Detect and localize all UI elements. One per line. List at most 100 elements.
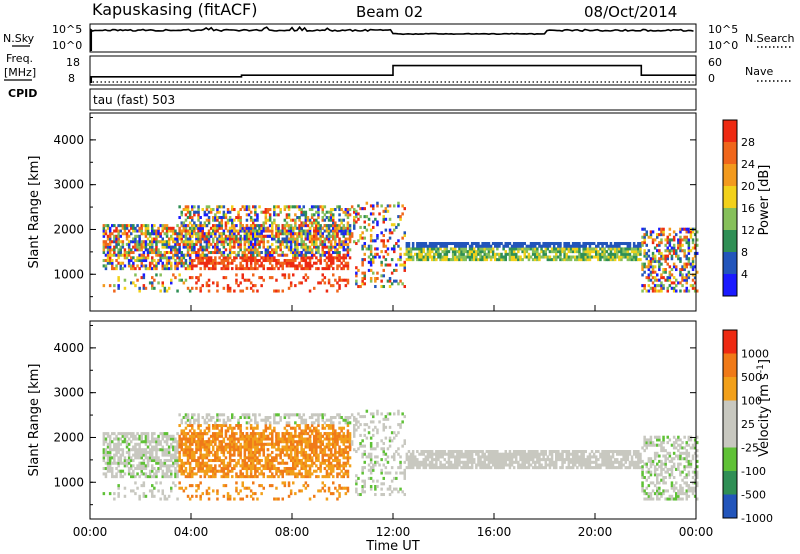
echo-cell (403, 231, 407, 235)
echo-cell (184, 434, 188, 438)
echo-cell (271, 234, 274, 238)
echo-cell (174, 229, 177, 233)
echo-cell (159, 442, 162, 446)
echo-cell (327, 226, 331, 230)
echo-cell (228, 440, 232, 444)
echo-cell (212, 434, 215, 438)
echo-cell (176, 248, 179, 252)
echo-cell (571, 250, 575, 254)
echo-cell (180, 210, 184, 214)
echo-cell (174, 253, 177, 257)
echo-cell (420, 250, 423, 254)
echo-cell (649, 270, 653, 274)
echo-cell (317, 453, 320, 457)
echo-cell (226, 253, 230, 257)
echo-cell (165, 472, 169, 476)
echo-cell (334, 278, 337, 282)
echo-cell (220, 426, 224, 430)
echo-cell (310, 456, 314, 460)
echo-cell (275, 472, 278, 476)
echo-cell (308, 469, 312, 473)
echo-cell (411, 258, 415, 262)
echo-cell (283, 461, 287, 465)
echo-cell (218, 429, 221, 433)
echo-cell (170, 251, 173, 255)
echo-cell (117, 448, 120, 452)
echo-cell (260, 492, 263, 496)
echo-cell (161, 445, 165, 449)
echo-cell (163, 434, 167, 438)
echo-cell (172, 453, 175, 457)
echo-cell (327, 278, 331, 282)
echo-cell (222, 229, 226, 233)
echo-cell (108, 234, 112, 238)
echo-cell (205, 469, 209, 473)
echo-cell (167, 469, 171, 473)
echo-cell (468, 252, 472, 256)
echo-cell (510, 255, 514, 259)
echo-cell (180, 213, 184, 217)
echo-cell (146, 242, 150, 246)
echo-cell (515, 258, 518, 262)
echo-cell (205, 453, 209, 457)
echo-cell (235, 237, 238, 241)
echo-cell (534, 250, 537, 254)
echo-cell (195, 251, 198, 255)
echo-cell (433, 242, 436, 246)
echo-cell (683, 278, 686, 282)
echo-cell (285, 424, 289, 428)
echo-cell (660, 227, 663, 231)
echo-cell (271, 450, 274, 454)
echo-cell (336, 205, 339, 209)
echo-cell (247, 434, 251, 438)
echo-cell (241, 464, 245, 468)
echo-cell (266, 253, 270, 257)
echo-cell (653, 246, 657, 250)
echo-cell (241, 251, 245, 255)
echo-cell (515, 247, 518, 251)
echo-cell (264, 229, 268, 233)
echo-cell (243, 442, 247, 446)
echo-cell (218, 448, 221, 452)
echo-cell (209, 434, 213, 438)
echo-cell (170, 229, 173, 233)
echo-cell (174, 445, 177, 449)
echo-cell (243, 226, 247, 230)
echo-cell (264, 467, 268, 471)
echo-cell (167, 450, 171, 454)
echo-cell (435, 242, 438, 246)
echo-cell (595, 244, 598, 248)
echo-cell (231, 448, 234, 452)
echo-cell (536, 250, 539, 254)
echo-cell (193, 221, 196, 225)
echo-cell (186, 251, 190, 255)
echo-cell (268, 234, 272, 238)
echo-cell (435, 244, 438, 248)
echo-cell (670, 246, 674, 250)
echo-cell (264, 259, 268, 263)
echo-cell (344, 253, 348, 257)
echo-cell (294, 464, 297, 468)
echo-cell (329, 450, 333, 454)
echo-cell (321, 453, 325, 457)
echo-cell (127, 259, 131, 263)
echo-cell (104, 448, 108, 452)
echo-cell (277, 224, 280, 228)
echo-cell (104, 450, 108, 454)
echo-cell (197, 464, 200, 468)
echo-cell (306, 445, 310, 449)
echo-cell (108, 437, 112, 441)
echo-cell (653, 259, 657, 263)
echo-cell (287, 208, 291, 212)
echo-cell (304, 224, 308, 228)
echo-cell (233, 426, 236, 430)
echo-cell (165, 251, 169, 255)
echo-cell (226, 210, 230, 214)
echo-cell (140, 245, 144, 249)
echo-cell (338, 253, 341, 257)
echo-cell (327, 461, 331, 465)
echo-cell (249, 224, 253, 228)
echo-cell (148, 450, 152, 454)
echo-cell (304, 245, 308, 249)
echo-cell (222, 413, 226, 417)
